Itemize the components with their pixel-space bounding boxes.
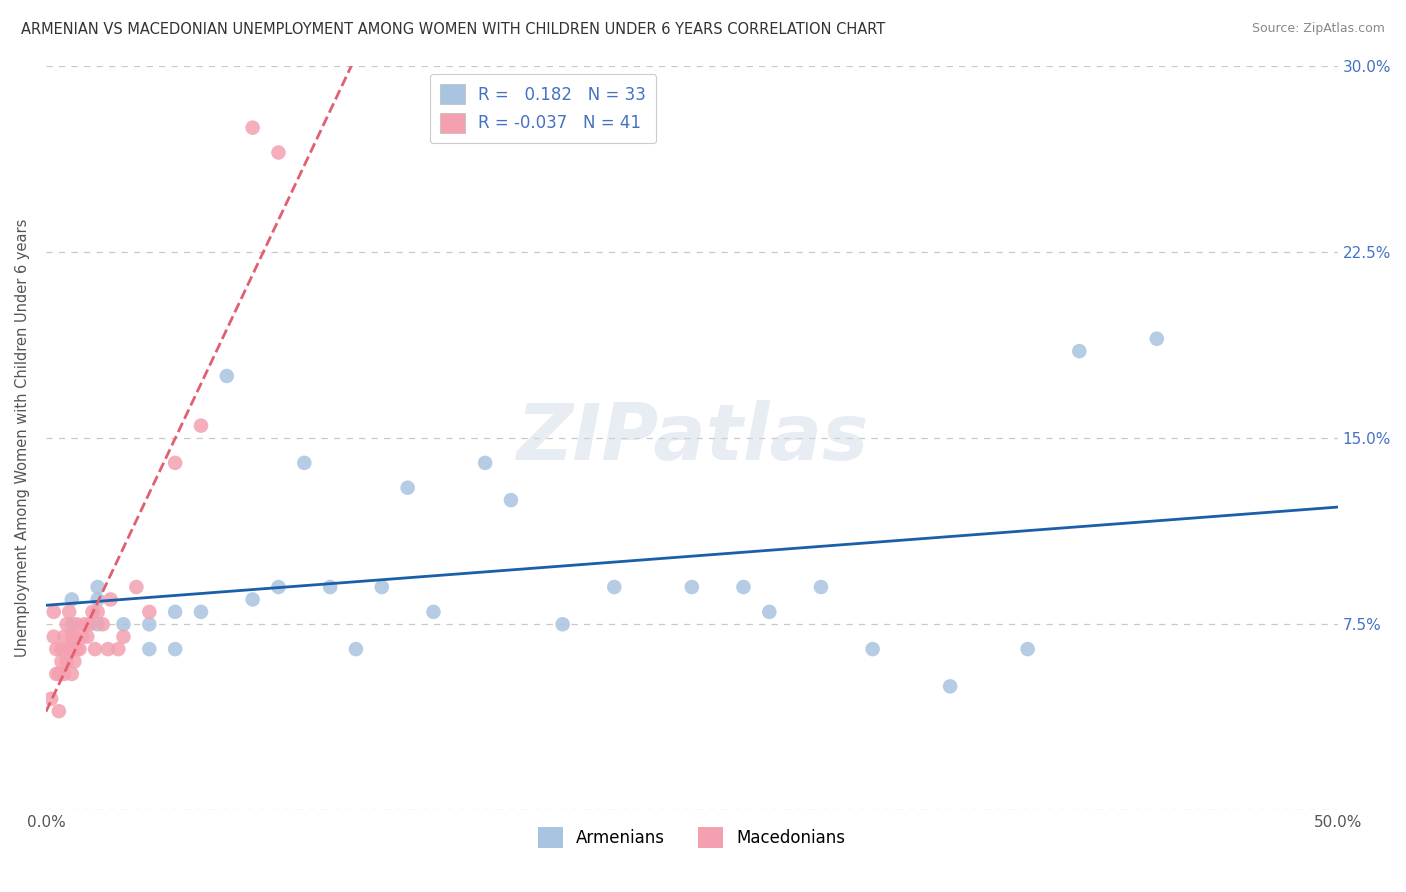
Point bbox=[66, 642, 89, 657]
Point bbox=[758, 605, 780, 619]
Point bbox=[1069, 344, 1091, 359]
Point bbox=[55, 655, 77, 669]
Point bbox=[69, 642, 91, 657]
Point bbox=[45, 642, 67, 657]
Point bbox=[76, 630, 98, 644]
Point bbox=[862, 642, 884, 657]
Point bbox=[42, 605, 65, 619]
Point bbox=[1146, 332, 1168, 346]
Point bbox=[86, 592, 108, 607]
Point bbox=[91, 617, 114, 632]
Point bbox=[55, 617, 77, 632]
Y-axis label: Unemployment Among Women with Children Under 6 years: Unemployment Among Women with Children U… bbox=[15, 219, 30, 657]
Point bbox=[242, 592, 264, 607]
Point bbox=[371, 580, 394, 594]
Point bbox=[681, 580, 703, 594]
Point bbox=[60, 642, 83, 657]
Point bbox=[551, 617, 574, 632]
Point bbox=[499, 493, 522, 508]
Point bbox=[474, 456, 496, 470]
Point bbox=[190, 605, 212, 619]
Point bbox=[733, 580, 755, 594]
Point bbox=[70, 630, 93, 644]
Point bbox=[319, 580, 342, 594]
Point bbox=[215, 368, 238, 383]
Point bbox=[138, 642, 160, 657]
Point bbox=[82, 605, 104, 619]
Point bbox=[60, 667, 83, 681]
Point bbox=[58, 605, 80, 619]
Point bbox=[1017, 642, 1039, 657]
Point bbox=[84, 642, 107, 657]
Point bbox=[242, 120, 264, 135]
Point bbox=[344, 642, 367, 657]
Point bbox=[100, 592, 122, 607]
Point bbox=[58, 642, 80, 657]
Point bbox=[60, 592, 83, 607]
Point bbox=[60, 617, 83, 632]
Point bbox=[42, 630, 65, 644]
Point bbox=[63, 630, 86, 644]
Point bbox=[86, 580, 108, 594]
Point bbox=[125, 580, 148, 594]
Point bbox=[138, 605, 160, 619]
Point bbox=[63, 655, 86, 669]
Point bbox=[810, 580, 832, 594]
Point bbox=[79, 617, 101, 632]
Point bbox=[165, 642, 187, 657]
Point bbox=[267, 145, 290, 160]
Point bbox=[138, 617, 160, 632]
Point bbox=[53, 630, 76, 644]
Point bbox=[53, 667, 76, 681]
Text: ARMENIAN VS MACEDONIAN UNEMPLOYMENT AMONG WOMEN WITH CHILDREN UNDER 6 YEARS CORR: ARMENIAN VS MACEDONIAN UNEMPLOYMENT AMON… bbox=[21, 22, 886, 37]
Point bbox=[39, 691, 62, 706]
Point bbox=[51, 655, 73, 669]
Point bbox=[190, 418, 212, 433]
Point bbox=[165, 605, 187, 619]
Point bbox=[107, 642, 129, 657]
Point bbox=[112, 630, 135, 644]
Point bbox=[603, 580, 626, 594]
Point bbox=[422, 605, 444, 619]
Text: Source: ZipAtlas.com: Source: ZipAtlas.com bbox=[1251, 22, 1385, 36]
Point bbox=[267, 580, 290, 594]
Point bbox=[165, 456, 187, 470]
Point bbox=[939, 679, 962, 693]
Text: ZIPatlas: ZIPatlas bbox=[516, 400, 868, 476]
Point bbox=[66, 617, 89, 632]
Point bbox=[86, 617, 108, 632]
Point bbox=[45, 667, 67, 681]
Point bbox=[292, 456, 315, 470]
Point bbox=[73, 617, 96, 632]
Point bbox=[48, 667, 70, 681]
Legend: Armenians, Macedonians: Armenians, Macedonians bbox=[531, 821, 852, 855]
Point bbox=[97, 642, 120, 657]
Point bbox=[48, 704, 70, 718]
Point bbox=[60, 630, 83, 644]
Point bbox=[86, 605, 108, 619]
Point bbox=[396, 481, 419, 495]
Point bbox=[51, 642, 73, 657]
Point bbox=[112, 617, 135, 632]
